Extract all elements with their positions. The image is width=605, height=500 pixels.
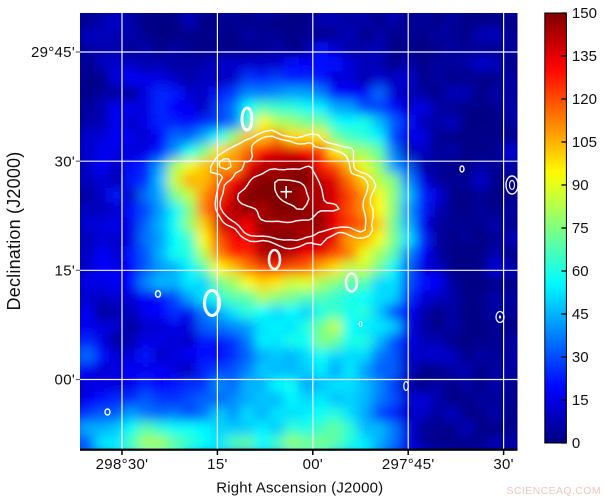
svg-text:120: 120	[572, 91, 597, 108]
svg-text:30': 30'	[55, 153, 75, 170]
svg-text:29°45': 29°45'	[31, 44, 75, 61]
svg-text:30: 30	[572, 349, 589, 366]
svg-text:297°45': 297°45'	[382, 456, 435, 473]
svg-text:105: 105	[572, 134, 597, 151]
svg-text:15: 15	[572, 392, 589, 409]
svg-text:90: 90	[572, 177, 589, 194]
svg-text:45: 45	[572, 306, 589, 323]
svg-text:75: 75	[572, 220, 589, 237]
svg-text:SCIENCEAQ.COM: SCIENCEAQ.COM	[507, 485, 601, 497]
svg-text:298°30': 298°30'	[96, 456, 149, 473]
svg-text:0: 0	[572, 435, 580, 452]
svg-text:135: 135	[572, 48, 597, 65]
svg-text:60: 60	[572, 263, 589, 280]
svg-text:30': 30'	[493, 456, 513, 473]
svg-text:150: 150	[572, 5, 597, 22]
svg-text:Declination (J2000): Declination (J2000)	[4, 152, 24, 311]
svg-text:Right Ascension (J2000): Right Ascension (J2000)	[216, 480, 383, 497]
svg-text:00': 00'	[55, 372, 75, 389]
svg-text:15': 15'	[207, 456, 227, 473]
svg-text:15': 15'	[55, 263, 75, 280]
svg-text:00': 00'	[303, 456, 323, 473]
